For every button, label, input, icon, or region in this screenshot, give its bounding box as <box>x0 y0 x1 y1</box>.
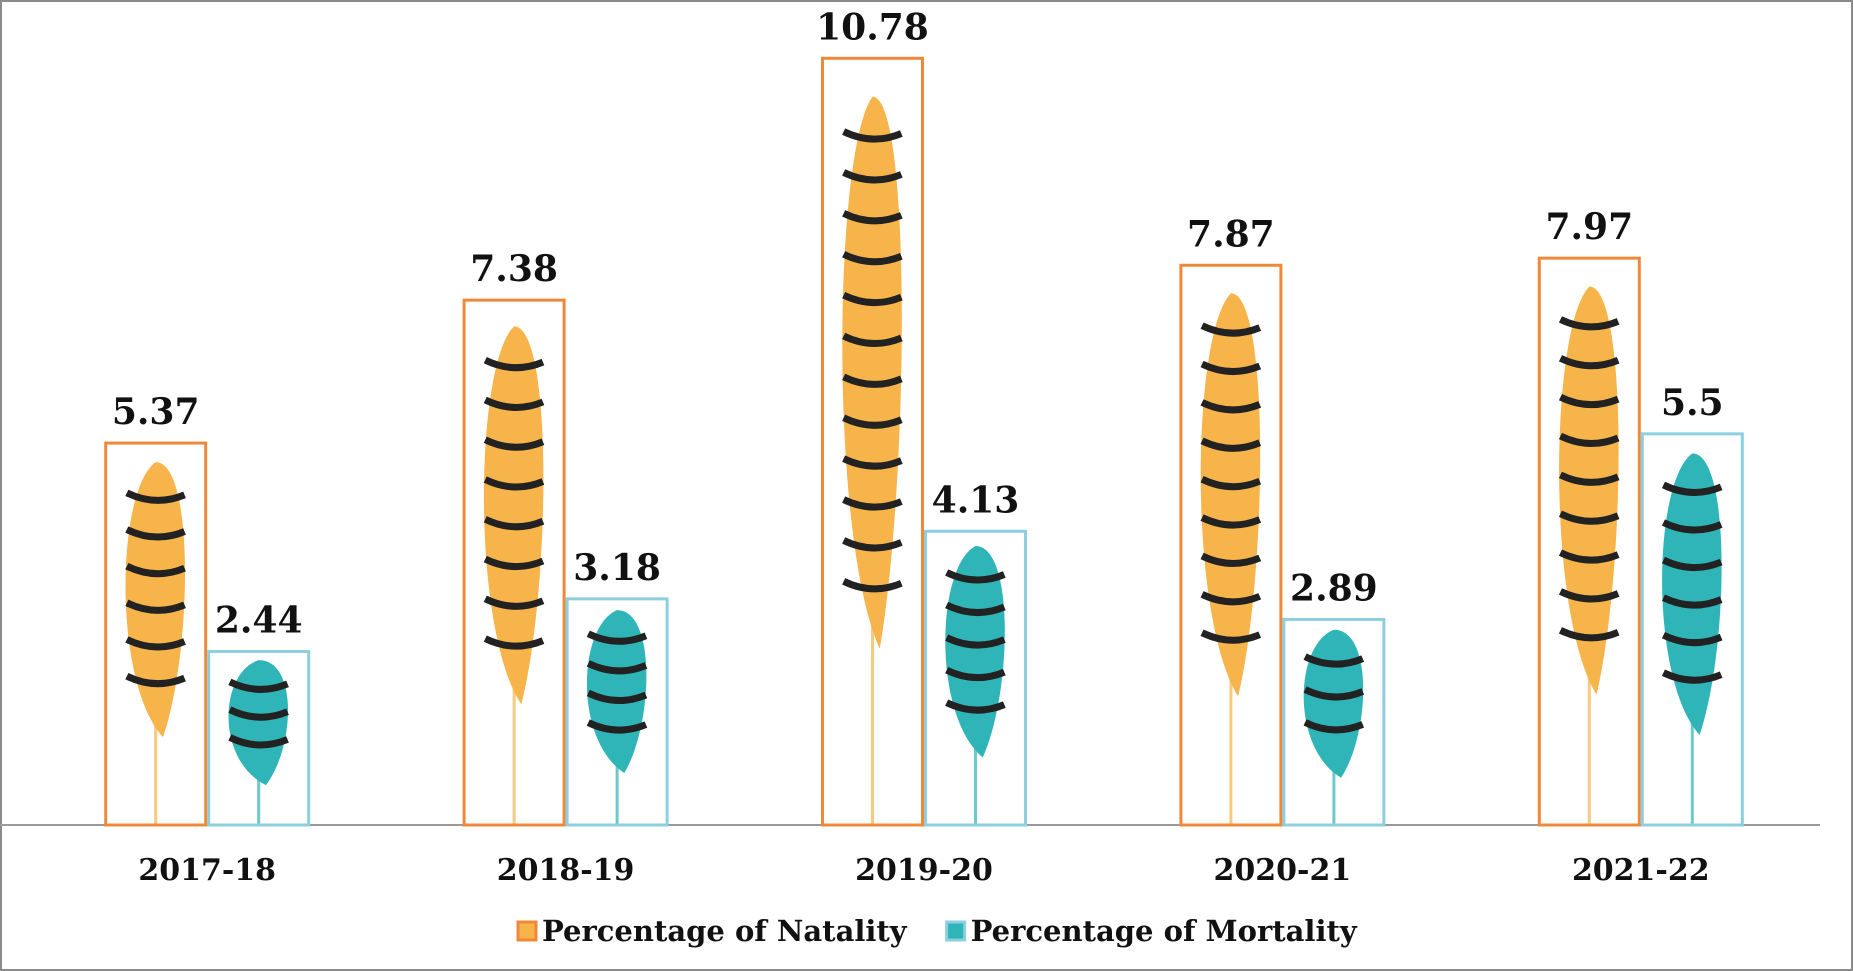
legend-label: Percentage of Mortality <box>971 914 1358 948</box>
legend-swatch <box>518 922 536 940</box>
value-label: 7.38 <box>470 248 558 290</box>
x-tick-label: 2021-22 <box>1572 853 1710 888</box>
value-label: 2.89 <box>1290 567 1378 609</box>
value-label: 10.78 <box>816 6 929 48</box>
legend-label: Percentage of Natality <box>542 914 908 948</box>
legend-swatch <box>947 922 965 940</box>
value-label: 3.18 <box>573 547 661 589</box>
value-label: 5.37 <box>112 391 200 433</box>
chart: 2017-18 5.37 2.44 2018-19 7.38 3.18 2019-20 10.… <box>0 0 1853 971</box>
value-label: 5.5 <box>1661 382 1724 424</box>
value-label: 7.97 <box>1545 206 1633 248</box>
value-label: 7.87 <box>1187 213 1275 255</box>
x-tick-label: 2017-18 <box>138 853 276 888</box>
x-tick-label: 2020-21 <box>1214 853 1352 888</box>
value-label: 2.44 <box>215 599 303 641</box>
x-tick-label: 2018-19 <box>497 853 635 888</box>
x-tick-label: 2019-20 <box>855 853 993 888</box>
value-label: 4.13 <box>932 479 1020 521</box>
